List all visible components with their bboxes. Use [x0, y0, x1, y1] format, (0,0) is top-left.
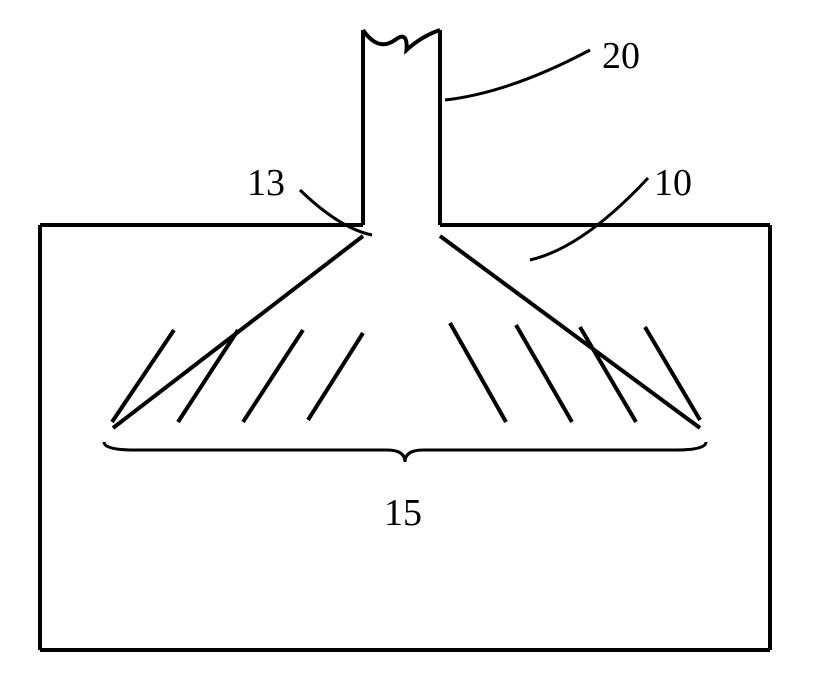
hatch-left-0: [112, 330, 174, 422]
funnel-right-edge: [440, 236, 700, 428]
technical-diagram: 20 13 10 15: [0, 0, 814, 677]
hatch-right-0: [450, 323, 506, 422]
hatch-left-3: [308, 333, 363, 420]
brace: [104, 442, 706, 462]
hatch-left-2: [243, 330, 303, 422]
leader-10: [530, 178, 648, 260]
leader-20: [445, 50, 590, 100]
hatch-right-1: [516, 325, 572, 422]
label-20: 20: [602, 35, 640, 77]
break-line: [363, 30, 440, 50]
hatch-left-1: [178, 330, 238, 422]
label-15: 15: [384, 492, 422, 534]
label-13: 13: [247, 162, 285, 204]
label-10: 10: [654, 162, 692, 204]
